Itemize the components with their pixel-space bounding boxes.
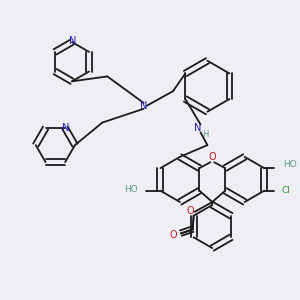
Text: O: O	[208, 152, 216, 162]
Text: HO: HO	[124, 185, 138, 194]
Text: N: N	[140, 101, 147, 111]
Text: O: O	[169, 230, 177, 240]
Text: N: N	[62, 123, 70, 133]
Text: N: N	[194, 123, 201, 134]
Text: O: O	[187, 206, 194, 216]
Text: Cl: Cl	[282, 186, 291, 195]
Text: HO: HO	[283, 160, 297, 169]
Text: H: H	[202, 130, 208, 139]
Text: N: N	[69, 36, 77, 46]
